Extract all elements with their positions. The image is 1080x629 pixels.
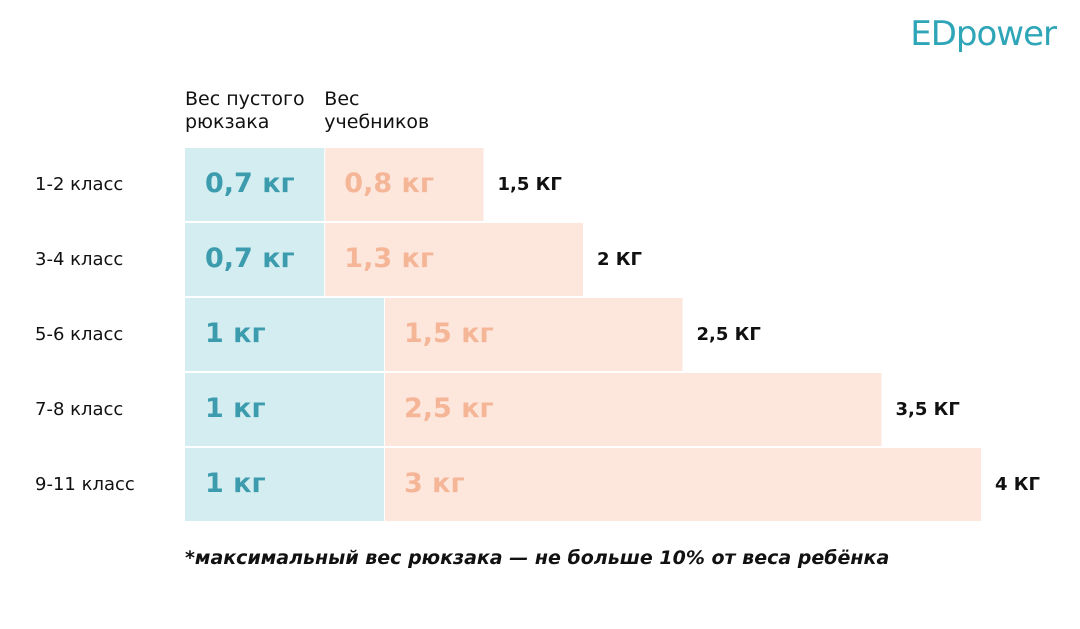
row-label: 5-6 класс [35,323,124,345]
total-label: 3,5 КГ [895,398,960,420]
value-label: 0,7 кг [205,167,295,199]
bar [185,373,384,446]
total-label: 4 КГ [995,473,1040,495]
value-label: 1,5 кг [404,317,494,349]
bar [385,298,683,371]
row-label: 1-2 класс [35,173,124,195]
row-label: 3-4 класс [35,248,124,270]
value-label: 0,8 кг [344,167,434,199]
value-label: 1,3 кг [344,242,434,274]
value-label: 1 кг [205,467,266,499]
bar [385,373,882,446]
bar [185,298,384,371]
value-label: 2,5 кг [404,392,494,424]
row-label: 7-8 класс [35,398,124,420]
value-label: 0,7 кг [205,242,295,274]
brand-logo: EDpower [910,14,1057,54]
bar [185,448,384,521]
column-header: Вес пустого рюкзака [185,88,305,133]
bar [185,148,325,221]
value-label: 1 кг [205,392,266,424]
total-label: 2,5 КГ [696,323,761,345]
column-header: Вес учебников [324,88,430,133]
value-label: 3 кг [404,467,465,499]
bar [385,448,981,521]
value-label: 1 кг [205,317,266,349]
bar [325,148,484,221]
bar [325,223,583,296]
total-label: 2 КГ [597,248,642,270]
bar [185,223,325,296]
footnote: *максимальный вес рюкзака — не больше 10… [185,547,890,569]
row-label: 9-11 класс [35,473,135,495]
total-label: 1,5 КГ [497,173,562,195]
